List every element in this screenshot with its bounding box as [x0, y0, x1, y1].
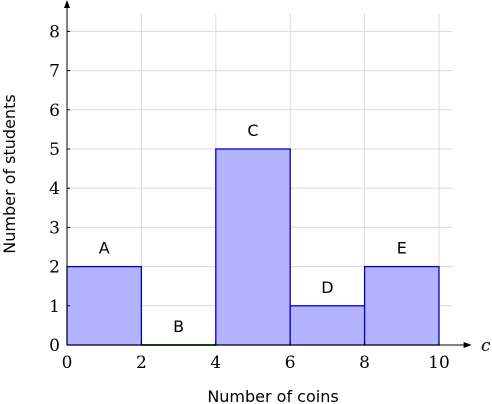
y-tick-label: 1	[49, 297, 60, 317]
x-axis-arrow	[463, 342, 472, 348]
x-tick-label: 0	[62, 353, 73, 373]
bar-c	[215, 148, 291, 346]
y-tick-label: 3	[49, 218, 60, 238]
y-tick-label: 7	[49, 62, 60, 82]
y-tick-label: 0	[49, 336, 60, 356]
bar-labels: A B C D E	[99, 121, 407, 336]
y-axis-title: Number of students	[0, 94, 19, 253]
bar-label-c: C	[247, 121, 258, 140]
bar-label-b: B	[173, 317, 184, 336]
bar-label-a: A	[99, 239, 110, 258]
bar-label-d: D	[321, 278, 333, 297]
x-tick-label: 2	[136, 353, 147, 373]
axes	[64, 0, 472, 348]
x-axis-title: Number of coins	[207, 387, 338, 404]
y-tick-label: 2	[49, 258, 60, 278]
x-axis-variable: c	[481, 336, 491, 356]
x-tick-label: 10	[428, 353, 450, 373]
bar-label-e: E	[397, 239, 407, 258]
y-tick-label: 5	[49, 140, 60, 160]
bars	[66, 148, 440, 346]
x-tick-label: 4	[210, 353, 221, 373]
y-axis-arrow	[64, 0, 70, 8]
bar-e	[363, 265, 440, 346]
x-tick-label: 8	[359, 353, 370, 373]
tick-labels: 0 2 4 6 8 10 0 1 2 3 4 5 6 7 8	[49, 22, 450, 373]
x-tick-label: 6	[285, 353, 296, 373]
y-tick-label: 6	[49, 101, 60, 121]
bar-a	[66, 265, 143, 346]
y-tick-label: 8	[49, 22, 60, 42]
bar-d	[289, 305, 366, 346]
y-tick-label: 4	[49, 179, 60, 199]
